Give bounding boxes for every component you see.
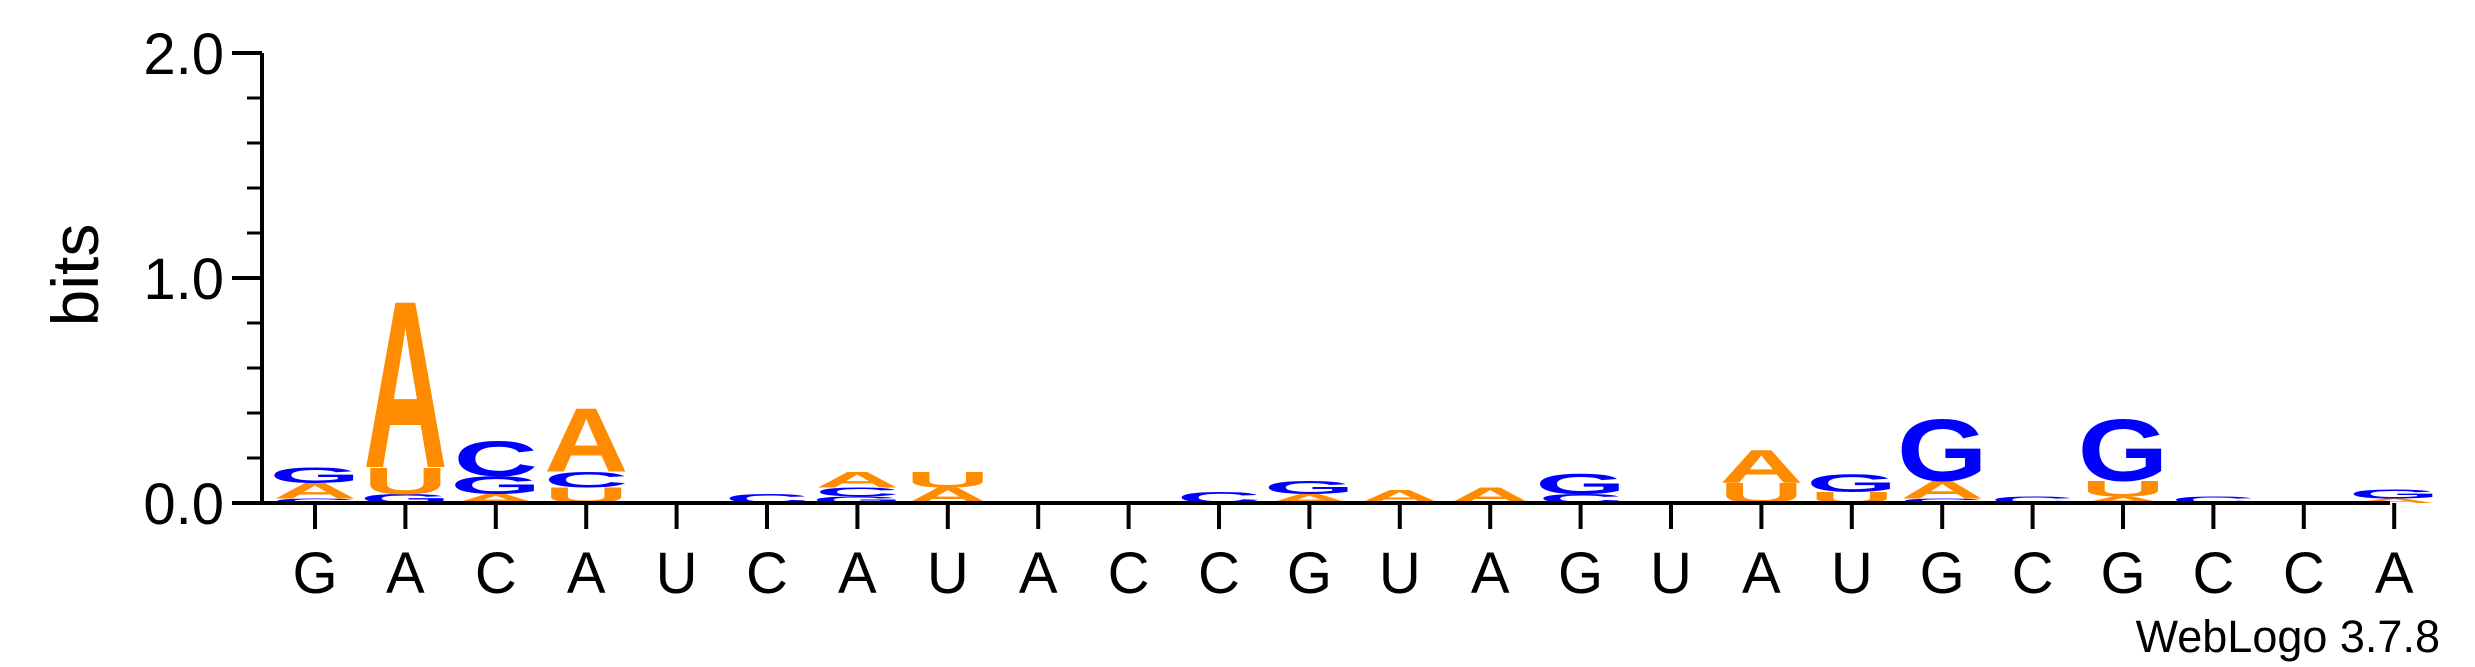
logo-letter-G: G	[1535, 468, 1626, 500]
x-tick-label: A	[1019, 541, 1058, 606]
logo-letter-C: C	[1900, 497, 1984, 504]
y-axis-label: bits	[38, 224, 112, 327]
weblogo-watermark: WebLogo 3.7.8	[2136, 611, 2440, 662]
x-tick-label: G	[292, 541, 337, 606]
x-tick-label: A	[838, 541, 877, 606]
logo-letter-A: A	[2081, 494, 2165, 505]
x-tick-label: G	[1920, 541, 1965, 606]
logo-letter-C: C	[454, 431, 538, 487]
x-tick-label: C	[475, 541, 517, 606]
x-tick-label: G	[2100, 541, 2145, 606]
logo-letter-C: C	[815, 485, 899, 499]
logo-letter-C: C	[544, 467, 628, 492]
x-tick-label: U	[927, 541, 969, 606]
x-tick-label: C	[2283, 541, 2325, 606]
x-tick-label: C	[1198, 541, 1240, 606]
logo-letter-A: A	[1900, 476, 1984, 504]
logo-letter-G: G	[450, 471, 541, 499]
logo-letter-G: G	[1897, 400, 1988, 499]
x-tick-label: A	[567, 541, 606, 606]
logo-letter-A: A	[273, 479, 357, 504]
logo-letter-C: C	[1990, 494, 2074, 505]
logo-letter-A: A	[1719, 440, 1803, 493]
logo-letter-U: U	[363, 461, 447, 503]
y-tick-label: 1.0	[143, 247, 224, 312]
x-tick-label: A	[1742, 541, 1781, 606]
logo-letter-G: G	[812, 494, 903, 505]
logo-letter-C: C	[2171, 494, 2255, 505]
y-tick-label: 2.0	[143, 22, 224, 87]
x-tick-label: A	[1471, 541, 1510, 606]
x-tick-label: A	[2375, 541, 2414, 606]
logo-letter-U: U	[2081, 476, 2165, 501]
logo-letter-A: A	[363, 251, 447, 518]
logo-letter-A: A	[815, 467, 899, 492]
x-tick-label: U	[1650, 541, 1692, 606]
x-tick-label: C	[1108, 541, 1150, 606]
logo-letter-A: A	[2352, 497, 2436, 504]
logo-letter-G: G	[1264, 477, 1355, 498]
y-tick-label: 0.0	[143, 472, 224, 537]
x-tick-label: G	[1558, 541, 1603, 606]
logo-letter-U: U	[906, 467, 990, 492]
x-tick-label: U	[1831, 541, 1873, 606]
x-tick-label: C	[2192, 541, 2234, 606]
logo-letter-A: A	[544, 390, 628, 492]
logo-letter-G: G	[1806, 469, 1897, 497]
x-tick-label: A	[386, 541, 425, 606]
logo-letter-G: G	[2078, 400, 2169, 499]
x-tick-label: G	[1287, 541, 1332, 606]
x-tick-label: C	[2012, 541, 2054, 606]
y-axis: 0.0 1.0 2.0	[143, 22, 264, 537]
logo-letter-G: G	[2349, 487, 2440, 501]
x-tick-label: C	[746, 541, 788, 606]
logo-letter-C: C	[273, 497, 357, 504]
logo-letter-G: G	[270, 463, 361, 488]
x-tick-label: U	[656, 541, 698, 606]
x-tick-label: U	[1379, 541, 1421, 606]
